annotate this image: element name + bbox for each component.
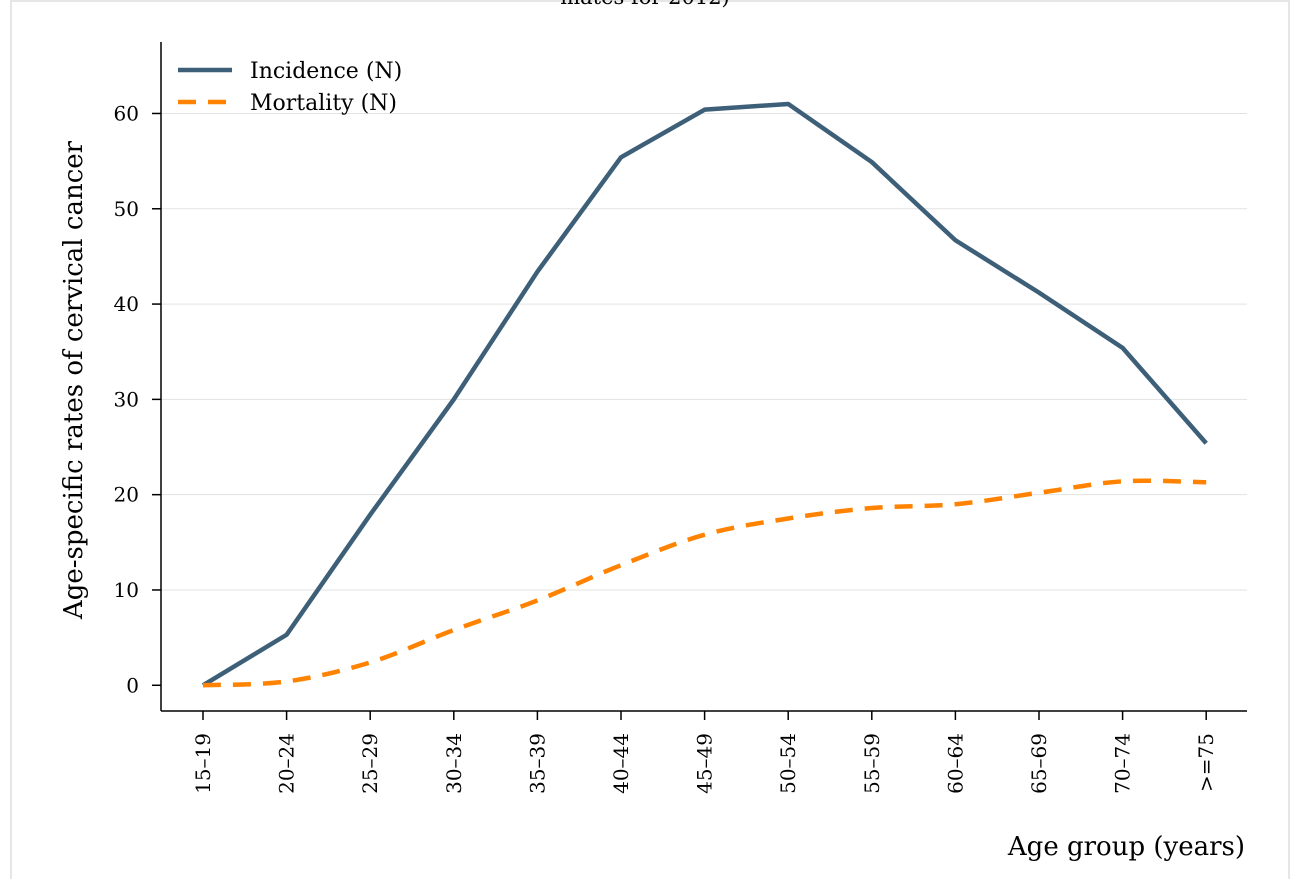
- y-axis-title: Age-specific rates of cervical cancer: [59, 140, 89, 620]
- grid-lines: [161, 112, 1247, 591]
- series-lines: [201, 101, 1208, 688]
- chart-frame: [10, 0, 1290, 879]
- x-tick-label: 55–59: [860, 733, 884, 794]
- x-tick-label: 35–39: [525, 733, 549, 794]
- chart-title-area: mates for 2012): [0, 0, 1290, 8]
- y-tick-label: 20: [114, 483, 139, 507]
- series-line-mortality-n: [202, 478, 1207, 688]
- series-line-incidence-n: [201, 101, 1208, 688]
- legend-label: Mortality (N): [250, 91, 397, 116]
- y-tick-label: 60: [114, 101, 139, 125]
- x-tick-label: 50–54: [776, 733, 800, 794]
- legend: Incidence (N) Mortality (N): [178, 59, 402, 116]
- x-tick-label: 40–44: [609, 733, 633, 794]
- x-tick-label: 60–64: [943, 733, 967, 794]
- x-tick-label: 15–19: [191, 733, 215, 794]
- y-tick-label: 50: [114, 197, 139, 221]
- x-tick-label: 65–69: [1027, 733, 1051, 794]
- x-tick-label: 45–49: [693, 733, 717, 794]
- x-tick-label: >=75: [1194, 733, 1218, 792]
- y-tick-label: 30: [114, 387, 139, 411]
- axes: [160, 42, 1247, 712]
- x-tick-label: 20–24: [275, 733, 299, 794]
- legend-label: Incidence (N): [250, 59, 402, 84]
- x-tick-label: 25–29: [358, 733, 382, 794]
- x-ticks: 15–19 20–24 25–29 30–34 35–39 40–44 45–49 50–54…: [191, 711, 1218, 794]
- y-tick-label: 0: [126, 673, 139, 697]
- x-tick-label: 70–74: [1111, 733, 1135, 794]
- y-tick-label: 10: [114, 578, 139, 602]
- x-tick-label: 30–34: [442, 733, 466, 794]
- x-axis-title: Age group (years): [1007, 832, 1245, 862]
- y-ticks: 0 10 20 30 40 50 60: [114, 101, 161, 697]
- chart-title: mates for 2012): [0, 0, 1290, 8]
- y-tick-label: 40: [114, 292, 139, 316]
